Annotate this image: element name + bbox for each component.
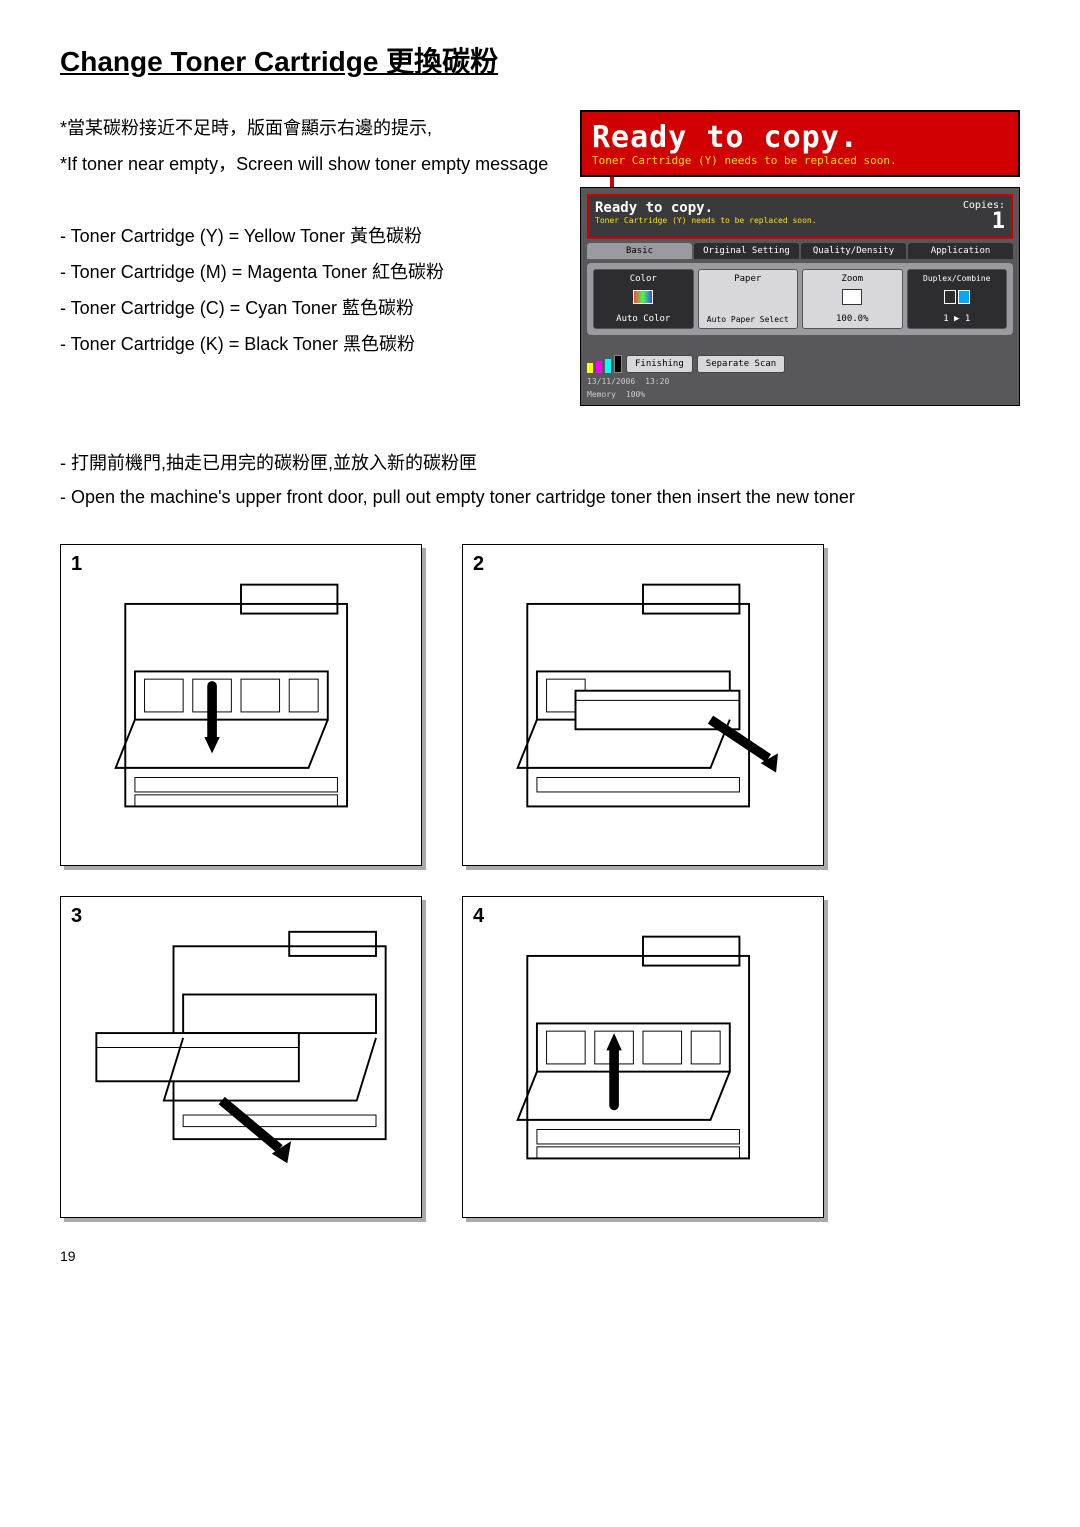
status-date: 13/11/2006 bbox=[587, 377, 635, 386]
option-zoom-value: 100.0% bbox=[836, 314, 869, 324]
page-number: 19 bbox=[60, 1248, 1020, 1264]
status-mem-label: Memory bbox=[587, 390, 616, 399]
status-time: 13:20 bbox=[645, 377, 669, 386]
tab-original[interactable]: Original Setting bbox=[694, 243, 799, 259]
toner-level-icon bbox=[587, 355, 622, 373]
copies-display: Copies: 1 bbox=[963, 200, 1005, 233]
figure-3: 3 bbox=[60, 896, 422, 1218]
status-mem-value: 100% bbox=[626, 390, 645, 399]
figure-4-number: 4 bbox=[473, 905, 484, 928]
option-duplex[interactable]: Duplex/Combine 1 ▶ 1 bbox=[907, 269, 1008, 329]
instruction-block: - 打開前機門,抽走已用完的碳粉匣,並放入新的碳粉匣 - Open the ma… bbox=[60, 446, 1020, 514]
panel-ready-text: Ready to copy. bbox=[595, 200, 817, 216]
tab-quality[interactable]: Quality/Density bbox=[801, 243, 906, 259]
banner-subtitle: Toner Cartridge (Y) needs to be replaced… bbox=[592, 155, 1008, 167]
intro-text-column: *當某碳粉接近不足時，版面會顯示右邊的提示, *If toner near em… bbox=[60, 110, 560, 406]
tab-basic[interactable]: Basic bbox=[587, 243, 692, 259]
option-paper-label: Paper bbox=[734, 274, 761, 284]
figure-2: 2 bbox=[462, 544, 824, 866]
option-duplex-label: Duplex/Combine bbox=[923, 274, 990, 283]
option-color[interactable]: Color Auto Color bbox=[593, 269, 694, 329]
finishing-button[interactable]: Finishing bbox=[626, 355, 693, 373]
toner-c: - Toner Cartridge (C) = Cyan Toner 藍色碳粉 bbox=[60, 290, 560, 326]
banner-title: Ready to copy. bbox=[592, 120, 1008, 155]
printer-illustration-4 bbox=[483, 927, 803, 1197]
option-paper[interactable]: Paper Auto Paper Select bbox=[698, 269, 799, 329]
figure-row-2: 3 4 bbox=[60, 896, 1020, 1218]
figure-1: 1 bbox=[60, 544, 422, 866]
ready-banner: Ready to copy. Toner Cartridge (Y) needs… bbox=[580, 110, 1020, 177]
figure-3-number: 3 bbox=[71, 905, 82, 928]
printer-illustration-2 bbox=[483, 575, 803, 845]
option-row: Color Auto Color Paper Auto Paper Select… bbox=[587, 263, 1013, 335]
intro-en-1: *If toner near empty，Screen will show to… bbox=[60, 146, 560, 182]
copies-value: 1 bbox=[963, 211, 1005, 233]
separate-scan-button[interactable]: Separate Scan bbox=[697, 355, 785, 373]
duplex-icon bbox=[944, 290, 970, 304]
figure-2-number: 2 bbox=[473, 553, 484, 576]
option-paper-value: Auto Paper Select bbox=[707, 315, 789, 324]
toner-m: - Toner Cartridge (M) = Magenta Toner 紅色… bbox=[60, 254, 560, 290]
printer-illustration-3 bbox=[81, 927, 401, 1197]
instruction-en: - Open the machine's upper front door, p… bbox=[60, 480, 1020, 514]
toner-k: - Toner Cartridge (K) = Black Toner 黑色碳粉 bbox=[60, 326, 560, 362]
tab-application[interactable]: Application bbox=[908, 243, 1013, 259]
option-color-label: Color bbox=[630, 274, 657, 284]
panel-ready-sub: Toner Cartridge (Y) needs to be replaced… bbox=[595, 216, 817, 225]
option-duplex-value: 1 ▶ 1 bbox=[943, 314, 970, 324]
instruction-cn: - 打開前機門,抽走已用完的碳粉匣,並放入新的碳粉匣 bbox=[60, 446, 1020, 480]
color-icon bbox=[633, 290, 653, 304]
option-color-value: Auto Color bbox=[616, 314, 670, 324]
figure-1-number: 1 bbox=[71, 553, 82, 576]
option-zoom[interactable]: Zoom 100.0% bbox=[802, 269, 903, 329]
bottom-bar: Finishing Separate Scan bbox=[587, 355, 1013, 373]
intro-cn: *當某碳粉接近不足時，版面會顯示右邊的提示, bbox=[60, 110, 560, 146]
panel-header: Ready to copy. Toner Cartridge (Y) needs… bbox=[587, 194, 1013, 239]
top-section: *當某碳粉接近不足時，版面會顯示右邊的提示, *If toner near em… bbox=[60, 110, 1020, 406]
printer-screenshot: Ready to copy. Toner Cartridge (Y) needs… bbox=[580, 110, 1020, 406]
tab-row: Basic Original Setting Quality/Density A… bbox=[587, 243, 1013, 259]
status-row: 13/11/2006 13:20 bbox=[587, 377, 1013, 386]
figure-4: 4 bbox=[462, 896, 824, 1218]
zoom-icon bbox=[842, 289, 862, 305]
printer-illustration-1 bbox=[81, 575, 401, 845]
status-row-2: Memory 100% bbox=[587, 390, 1013, 399]
option-zoom-label: Zoom bbox=[841, 274, 863, 284]
toner-y: - Toner Cartridge (Y) = Yellow Toner 黃色碳… bbox=[60, 218, 560, 254]
copier-panel: Ready to copy. Toner Cartridge (Y) needs… bbox=[580, 187, 1020, 406]
page-title: Change Toner Cartridge 更換碳粉 bbox=[60, 40, 1020, 80]
figure-row-1: 1 2 bbox=[60, 544, 1020, 866]
